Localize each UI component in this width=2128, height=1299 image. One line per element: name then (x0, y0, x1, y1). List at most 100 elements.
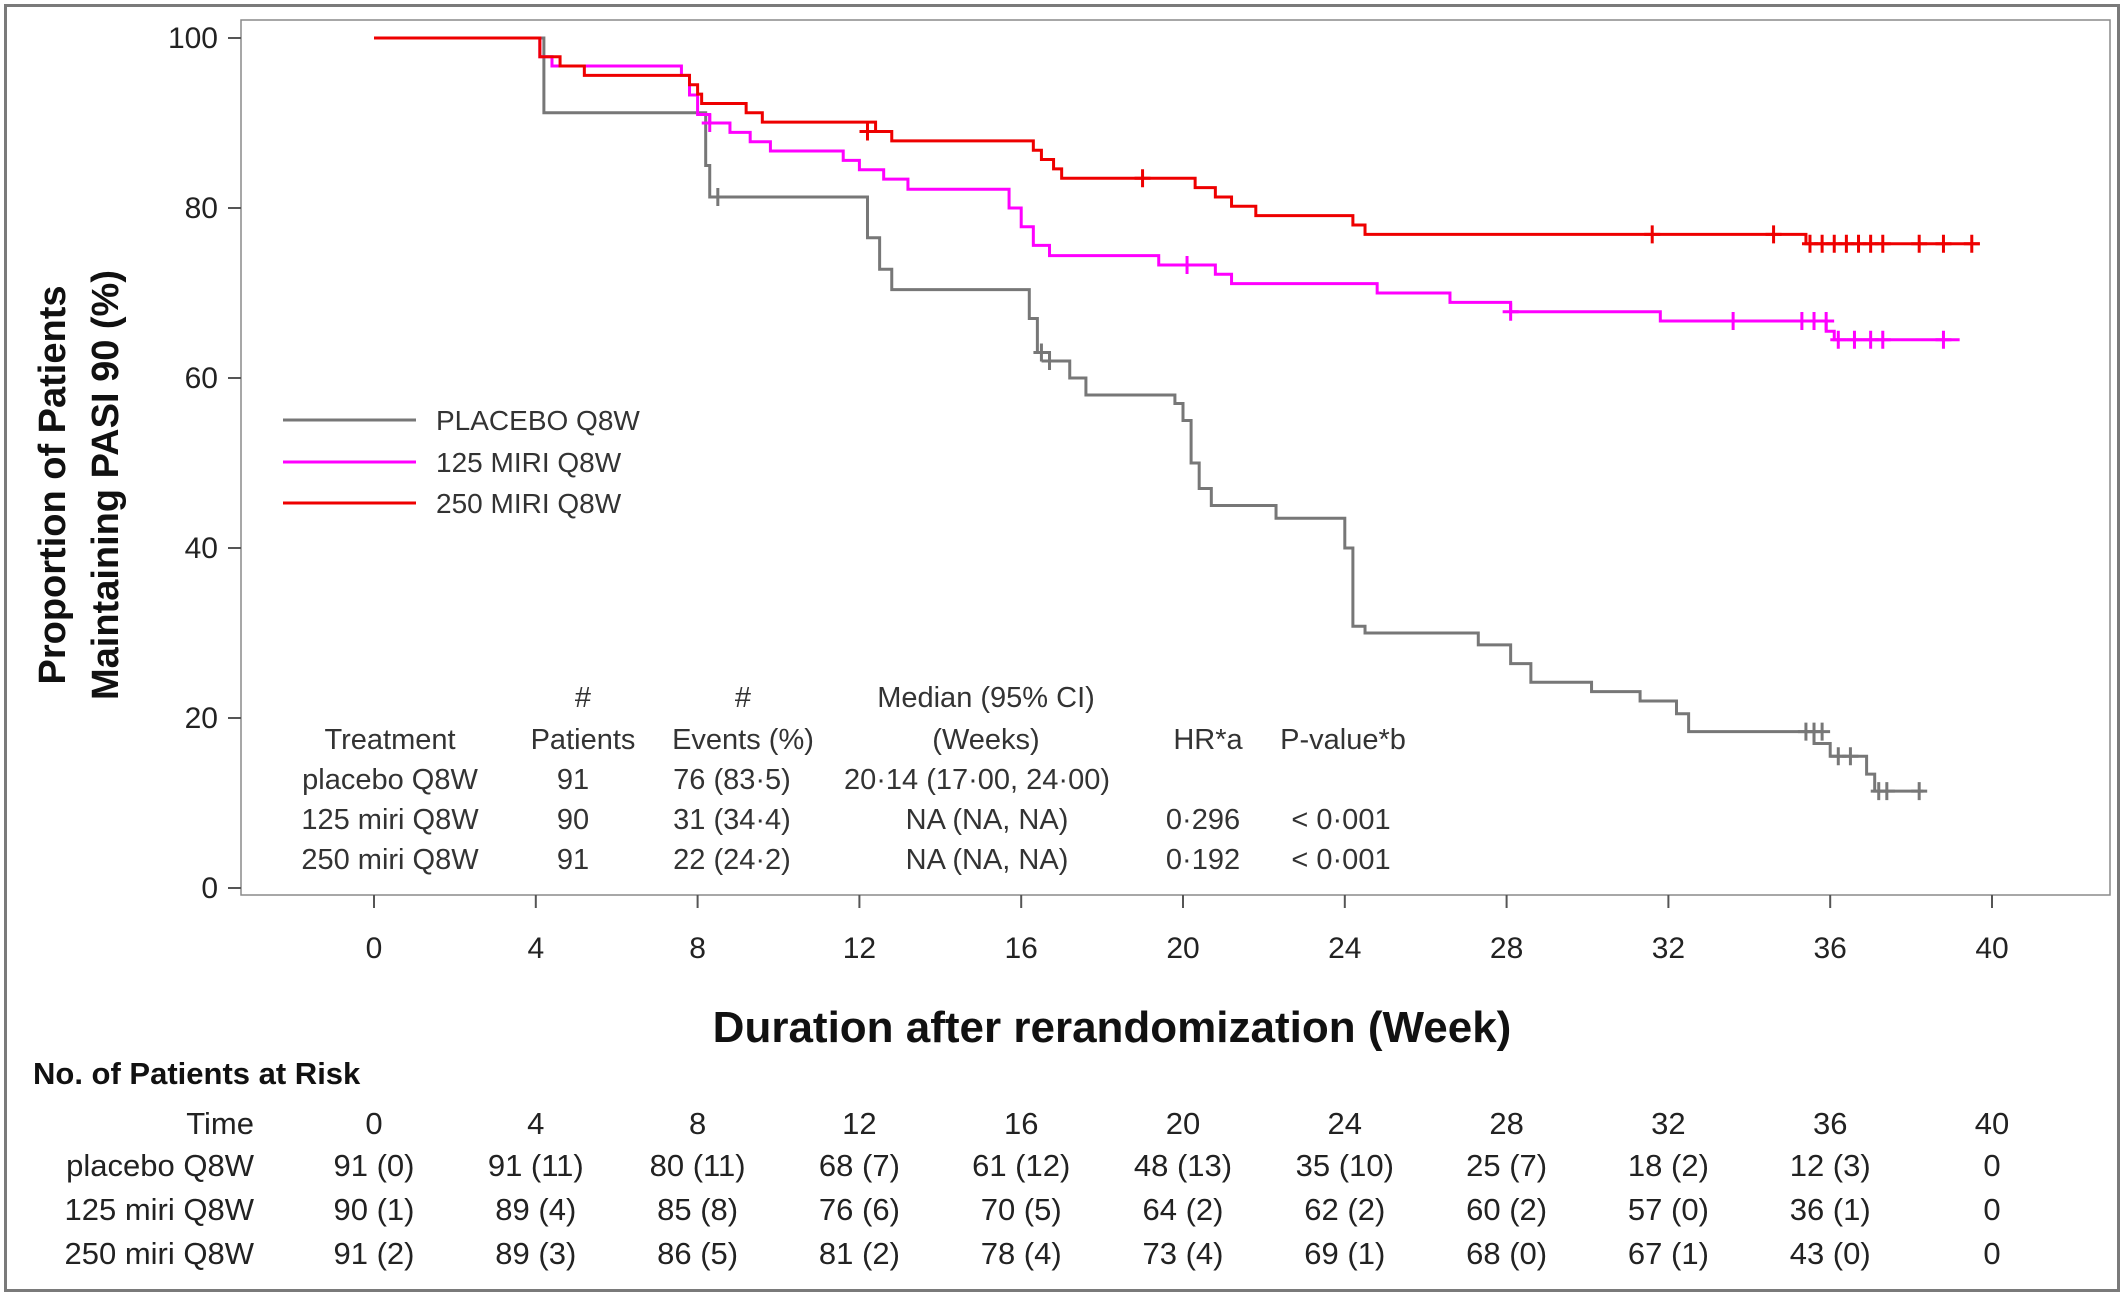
risk-cell: 64 (2) (1143, 1192, 1224, 1227)
risk-row: 250 miri Q8W 91 (2) 89 (3) 86 (5) 81 (2) 78 (… (65, 1236, 2001, 1271)
y-axis: 0 20 40 60 80 100 (168, 22, 241, 905)
risk-cell: 81 (2) (819, 1236, 900, 1271)
summary-row-treatment: 125 miri Q8W (301, 804, 479, 836)
series-1 (374, 36, 1960, 349)
y-axis-title-line1: Proportion of Patients (32, 286, 74, 685)
censor-mark (1911, 234, 1928, 253)
summary-row-hr: 0·296 (1166, 804, 1240, 836)
col-patients: Patients (531, 724, 636, 756)
summary-row-events: 76 (83·5) (673, 764, 791, 796)
y-axis-title-line2: Maintaining PASI 90 (%) (85, 270, 127, 700)
censor-mark (1874, 234, 1891, 253)
x-tick-label: 8 (689, 932, 706, 965)
risk-cell: 90 (1) (334, 1192, 415, 1227)
censor-mark (1874, 330, 1891, 349)
series-line (374, 36, 1924, 793)
risk-cell: 12 (3) (1790, 1148, 1871, 1183)
series-2 (374, 36, 1980, 253)
y-tick-label: 80 (185, 192, 218, 225)
risk-row-label: 250 miri Q8W (65, 1236, 255, 1271)
risk-cell: 62 (2) (1304, 1192, 1385, 1227)
risk-cell: 61 (12) (972, 1148, 1070, 1183)
risk-time-row: 0 4 8 12 16 20 24 28 32 36 40 (365, 1106, 2009, 1141)
series-0 (374, 36, 1928, 801)
risk-cell: 43 (0) (1790, 1236, 1871, 1271)
x-tick-label: 0 (366, 932, 383, 965)
x-tick-label: 28 (1490, 932, 1523, 965)
censor-mark (1963, 234, 1980, 253)
risk-cell: 48 (13) (1134, 1148, 1232, 1183)
censor-mark (1033, 343, 1050, 362)
risk-cell: 80 (11) (650, 1148, 746, 1183)
censor-mark (701, 114, 718, 132)
risk-cell: 67 (1) (1628, 1236, 1709, 1271)
summary-row-hr: 0·192 (1166, 844, 1240, 876)
risk-time: 8 (689, 1106, 706, 1141)
summary-row-patients: 91 (557, 844, 589, 876)
x-tick-label: 20 (1166, 932, 1199, 965)
censor-mark (1911, 782, 1928, 801)
censor-mark (1878, 782, 1895, 801)
censor-mark (1179, 255, 1196, 274)
censor-mark (1830, 330, 1847, 349)
risk-cell: 25 (7) (1466, 1148, 1547, 1183)
x-tick-label: 24 (1328, 932, 1361, 965)
series-layer (374, 36, 1980, 801)
risk-time: 40 (1975, 1106, 2009, 1141)
legend-label-250: 250 MIRI Q8W (436, 488, 622, 519)
x-tick-label: 40 (1975, 932, 2008, 965)
x-axis: 0 4 8 12 16 20 24 28 32 36 40 (366, 895, 2009, 965)
risk-cell: 91 (2) (334, 1236, 415, 1271)
legend-label-125: 125 MIRI Q8W (436, 447, 622, 478)
summary-row-patients: 91 (557, 764, 589, 796)
x-tick-label: 36 (1814, 932, 1847, 965)
summary-row-median: NA (NA, NA) (906, 844, 1069, 876)
risk-cell: 68 (7) (819, 1148, 900, 1183)
risk-time-label: Time (186, 1106, 254, 1141)
risk-cell: 0 (1983, 1192, 2000, 1227)
risk-rows: placebo Q8W 91 (0) 91 (11) 80 (11) 68 (7) 61 … (65, 1148, 2001, 1271)
risk-time: 36 (1813, 1106, 1847, 1141)
risk-row-label: 125 miri Q8W (65, 1192, 255, 1227)
summary-row-median: NA (NA, NA) (906, 804, 1069, 836)
col-events: Events (%) (672, 724, 814, 756)
risk-time: 16 (1004, 1106, 1038, 1141)
risk-cell: 60 (2) (1466, 1192, 1547, 1227)
x-tick-label: 4 (527, 932, 544, 965)
risk-time: 28 (1489, 1106, 1523, 1141)
summary-row-pvalue: < 0·001 (1291, 804, 1390, 836)
y-tick-label: 40 (185, 532, 218, 565)
censor-mark (1644, 225, 1661, 244)
censor-mark (709, 187, 726, 206)
x-tick-label: 32 (1652, 932, 1685, 965)
risk-cell: 89 (3) (495, 1236, 576, 1271)
risk-cell: 89 (4) (495, 1192, 576, 1227)
censor-mark (1134, 169, 1151, 188)
censor-mark (1935, 330, 1952, 349)
summary-row-median: 20·14 (17·00, 24·00) (844, 764, 1110, 796)
x-tick-label: 16 (1005, 932, 1038, 965)
risk-time: 4 (527, 1106, 544, 1141)
censor-mark (1818, 312, 1835, 331)
col-median-line1: Median (95% CI) (877, 682, 1095, 714)
risk-cell: 91 (11) (488, 1148, 584, 1183)
risk-cell: 91 (0) (334, 1148, 415, 1183)
risk-cell: 0 (1983, 1236, 2000, 1271)
risk-time: 32 (1651, 1106, 1685, 1141)
summary-row-patients: 90 (557, 804, 589, 836)
risk-row: placebo Q8W 91 (0) 91 (11) 80 (11) 68 (7) 61 … (66, 1148, 2000, 1183)
legend: PLACEBO Q8W 125 MIRI Q8W 250 MIRI Q8W (283, 405, 640, 519)
censor-mark (1814, 722, 1831, 741)
risk-cell: 85 (8) (657, 1192, 738, 1227)
risk-cell: 35 (10) (1296, 1148, 1394, 1183)
y-tick-label: 0 (201, 872, 218, 905)
risk-table-title: No. of Patients at Risk (33, 1056, 361, 1091)
risk-cell: 36 (1) (1790, 1192, 1871, 1227)
risk-cell: 68 (0) (1466, 1236, 1547, 1271)
plot-area (240, 19, 2111, 896)
risk-cell: 57 (0) (1628, 1192, 1709, 1227)
censor-mark (1935, 234, 1952, 253)
summary-row-treatment: 250 miri Q8W (301, 844, 479, 876)
risk-cell: 86 (5) (657, 1236, 738, 1271)
